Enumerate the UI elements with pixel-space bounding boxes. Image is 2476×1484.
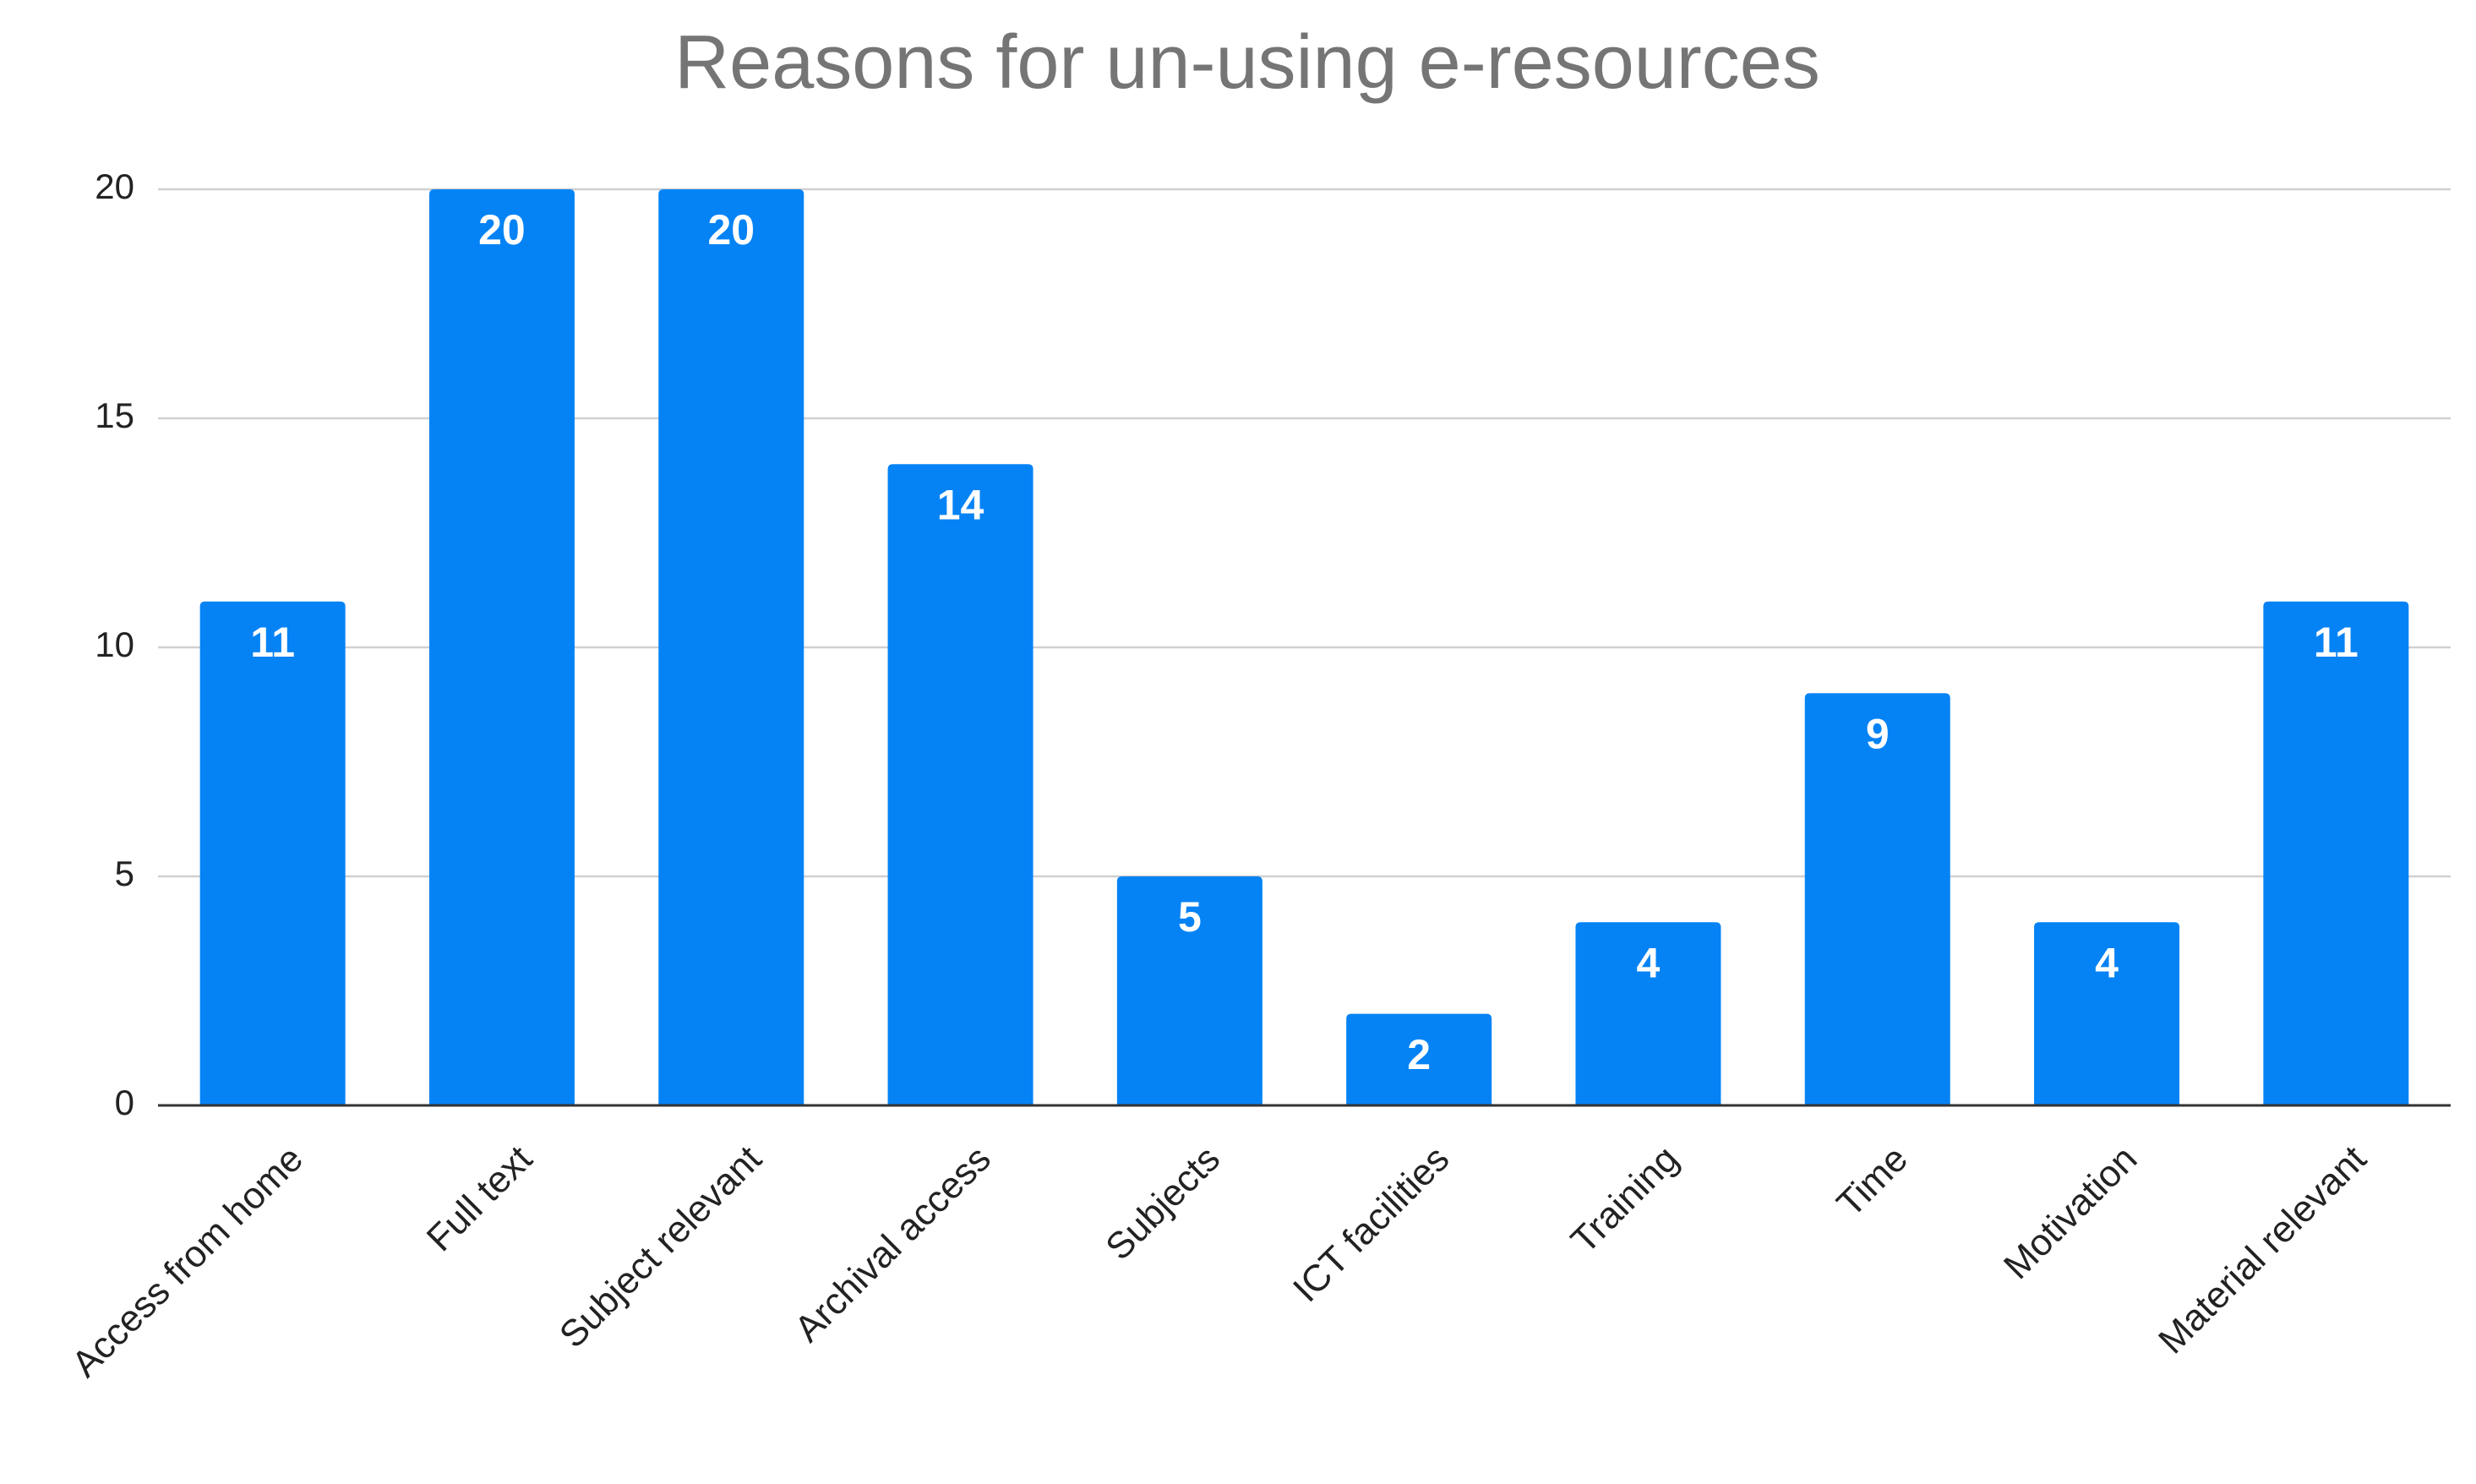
data-label: 11 — [250, 619, 295, 666]
data-label: 20 — [707, 206, 755, 254]
bar — [1116, 876, 1263, 1105]
x-tick-label: Material relevant — [2151, 1138, 2375, 1362]
x-tick-label: Time — [1829, 1138, 1916, 1225]
y-tick-label: 15 — [95, 396, 134, 435]
bar — [1804, 693, 1950, 1105]
y-tick-label: 0 — [115, 1083, 134, 1122]
x-tick-label: Subject relevant — [552, 1138, 770, 1356]
x-tick-label: Motivation — [1996, 1138, 2145, 1287]
x-tick-label: Access from home — [64, 1138, 311, 1385]
x-tick-label: ICT facilities — [1285, 1138, 1458, 1311]
x-tick-label: Archival access — [787, 1138, 999, 1350]
bar — [2263, 601, 2409, 1105]
bar — [199, 601, 346, 1105]
bar — [2034, 922, 2180, 1105]
x-tick-label: Full text — [419, 1138, 541, 1260]
y-tick-label: 20 — [95, 166, 134, 206]
x-tick-label: Subjects — [1098, 1138, 1228, 1268]
bar — [887, 464, 1033, 1105]
data-label: 9 — [1866, 710, 1890, 757]
y-tick-label: 5 — [115, 854, 134, 893]
y-tick-label: 10 — [95, 625, 134, 664]
bar — [428, 189, 575, 1105]
data-label: 14 — [937, 481, 984, 528]
data-label: 2 — [1407, 1031, 1431, 1078]
bar — [1575, 922, 1721, 1105]
data-label: 4 — [1637, 939, 1661, 986]
x-tick-label: Training — [1563, 1138, 1687, 1262]
data-label: 5 — [1178, 893, 1202, 941]
bar — [1346, 1013, 1492, 1105]
data-label: 11 — [2314, 619, 2359, 666]
data-label: 20 — [478, 206, 526, 254]
data-label: 4 — [2095, 939, 2119, 986]
chart-title: Reasons for un-using e-resources — [674, 20, 1820, 105]
bar — [658, 189, 804, 1105]
